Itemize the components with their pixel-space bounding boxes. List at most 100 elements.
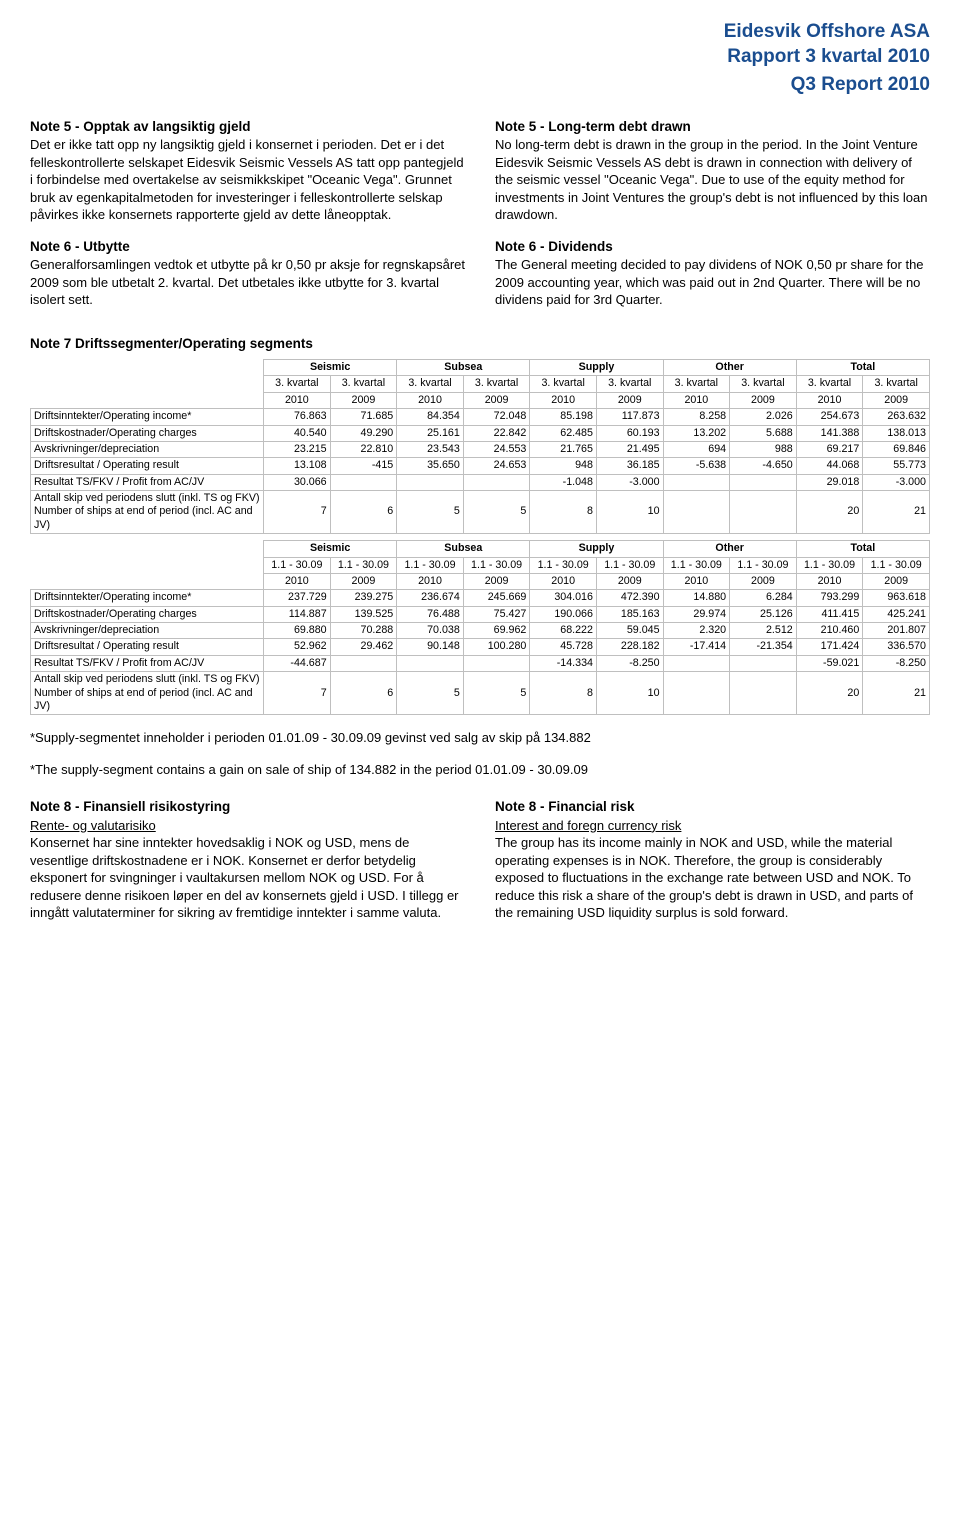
table-cell: 472.390 (596, 590, 663, 606)
table-cell: 60.193 (596, 425, 663, 441)
group-supply: Supply (530, 360, 663, 376)
col-year: 2009 (596, 392, 663, 408)
table-cell: 411.415 (796, 606, 863, 622)
col-subheader: 1.1 - 30.09 (730, 557, 797, 573)
col-subheader: 3. kvartal (863, 376, 930, 392)
row-label: Driftsresultat / Operating result (31, 639, 264, 655)
table-cell: 76.863 (264, 409, 331, 425)
table-cell: 210.460 (796, 623, 863, 639)
table-cell: 69.880 (264, 623, 331, 639)
table-cell: 245.669 (463, 590, 530, 606)
table-cell: 236.674 (397, 590, 464, 606)
table-cell (397, 474, 464, 490)
segments-tables: Seismic Subsea Supply Other Total 3. kva… (30, 359, 930, 715)
table-cell: 90.148 (397, 639, 464, 655)
table-cell: 6.284 (730, 590, 797, 606)
table-cell: -44.687 (264, 655, 331, 671)
table-cell: 5 (397, 672, 464, 715)
table-cell: -8.250 (863, 655, 930, 671)
table-row: Antall skip ved periodens slutt (inkl. T… (31, 491, 930, 534)
col-year: 2009 (863, 573, 930, 589)
table-cell: 29.974 (663, 606, 730, 622)
table-row: Driftsresultat / Operating result52.9622… (31, 639, 930, 655)
col-subheader: 1.1 - 30.09 (663, 557, 730, 573)
table-cell (730, 474, 797, 490)
col-subheader: 3. kvartal (796, 376, 863, 392)
row-label: Driftskostnader/Operating charges (31, 425, 264, 441)
table-cell: 948 (530, 458, 597, 474)
table-cell: 117.873 (596, 409, 663, 425)
table-cell: -59.021 (796, 655, 863, 671)
row-label: Antall skip ved periodens slutt (inkl. T… (31, 672, 264, 715)
note7-heading: Note 7 Driftssegmenter/Operating segment… (30, 335, 930, 353)
col-subheader: 1.1 - 30.09 (863, 557, 930, 573)
table-cell: 5 (397, 491, 464, 534)
col-subheader: 3. kvartal (397, 376, 464, 392)
company-name: Eidesvik Offshore ASA (30, 20, 930, 45)
row-label: Antall skip ved periodens slutt (inkl. T… (31, 491, 264, 534)
table-cell: 69.846 (863, 441, 930, 457)
table-cell: 201.807 (863, 623, 930, 639)
table-cell: -1.048 (530, 474, 597, 490)
col-year: 2010 (530, 392, 597, 408)
table-row: Driftsresultat / Operating result13.108-… (31, 458, 930, 474)
col-subheader: 1.1 - 30.09 (264, 557, 331, 573)
table-cell: 59.045 (596, 623, 663, 639)
table-cell: 76.488 (397, 606, 464, 622)
table-cell: 114.887 (264, 606, 331, 622)
table-cell: 963.618 (863, 590, 930, 606)
table-cell: 14.880 (663, 590, 730, 606)
table-cell: 25.161 (397, 425, 464, 441)
table-row: Avskrivninger/depreciation69.88070.28870… (31, 623, 930, 639)
note8-columns: Note 8 - Finansiell risikostyring Rente-… (30, 796, 930, 930)
table-cell: 44.068 (796, 458, 863, 474)
table-cell: 21 (863, 672, 930, 715)
table-row: Resultat TS/FKV / Profit from AC/JV30.06… (31, 474, 930, 490)
table-cell: 21 (863, 491, 930, 534)
table-cell (730, 672, 797, 715)
table-row: Resultat TS/FKV / Profit from AC/JV-44.6… (31, 655, 930, 671)
table-cell: 10 (596, 672, 663, 715)
table-cell: 20 (796, 672, 863, 715)
report-name-no: Rapport 3 kvartal 2010 (30, 45, 930, 70)
table-cell: 2.320 (663, 623, 730, 639)
col-year: 2010 (663, 392, 730, 408)
table-cell: -8.250 (596, 655, 663, 671)
table-cell: 52.962 (264, 639, 331, 655)
note5-en-body: No long-term debt is drawn in the group … (495, 136, 930, 224)
table-row: Avskrivninger/depreciation23.21522.81023… (31, 441, 930, 457)
col-year: 2009 (463, 573, 530, 589)
note8-right: Note 8 - Financial risk Interest and for… (495, 796, 930, 930)
table-cell: 84.354 (397, 409, 464, 425)
table-cell: 72.048 (463, 409, 530, 425)
row-label: Avskrivninger/depreciation (31, 623, 264, 639)
table-cell: 36.185 (596, 458, 663, 474)
col-subheader: 1.1 - 30.09 (596, 557, 663, 573)
table-cell: -415 (330, 458, 397, 474)
col-year: 2010 (264, 573, 331, 589)
table-cell: 68.222 (530, 623, 597, 639)
table-cell: 2.512 (730, 623, 797, 639)
table-cell: -3.000 (863, 474, 930, 490)
table-cell (663, 491, 730, 534)
table-cell: -3.000 (596, 474, 663, 490)
table-cell: 75.427 (463, 606, 530, 622)
table-cell: 304.016 (530, 590, 597, 606)
col-year: 2010 (796, 573, 863, 589)
notes-top-columns: Note 5 - Opptak av langsiktig gjeld Det … (30, 116, 930, 317)
note5-en-title: Note 5 - Long-term debt drawn (495, 118, 930, 136)
table-cell: 21.765 (530, 441, 597, 457)
note8-en-body: The group has its income mainly in NOK a… (495, 834, 930, 922)
table-row: Driftsinntekter/Operating income*237.729… (31, 590, 930, 606)
table-cell: 8 (530, 491, 597, 534)
table-cell: 85.198 (530, 409, 597, 425)
table-cell (463, 655, 530, 671)
note6-no-title: Note 6 - Utbytte (30, 238, 465, 256)
col-year: 2010 (796, 392, 863, 408)
table-cell: 25.126 (730, 606, 797, 622)
table-cell: -21.354 (730, 639, 797, 655)
table-cell: 62.485 (530, 425, 597, 441)
note6-en-body: The General meeting decided to pay divid… (495, 256, 930, 309)
note5-no-title: Note 5 - Opptak av langsiktig gjeld (30, 118, 465, 136)
table-cell: 185.163 (596, 606, 663, 622)
